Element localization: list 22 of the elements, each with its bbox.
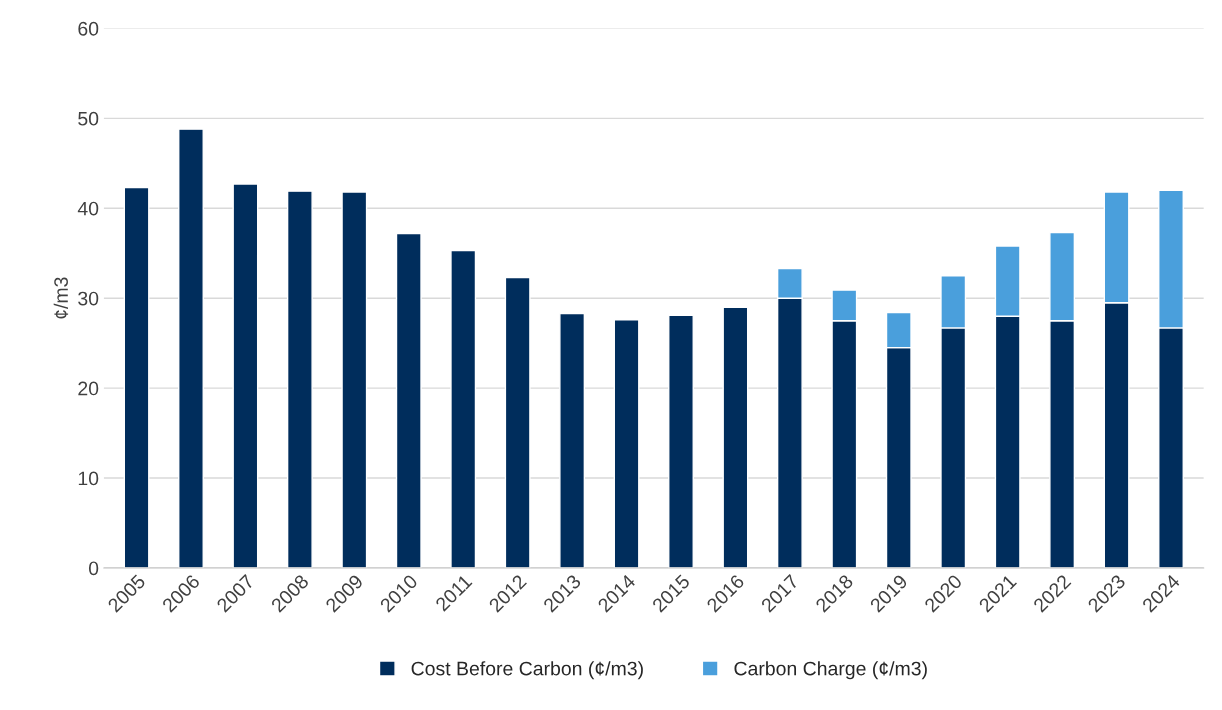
bar — [668, 314, 694, 568]
y-tick-label: 60 — [78, 21, 99, 36]
bar — [613, 319, 640, 568]
y-tick-label: 30 — [78, 291, 99, 306]
bar — [395, 232, 422, 568]
bar — [123, 186, 150, 568]
bar — [178, 128, 204, 568]
bar — [232, 183, 259, 568]
y-tick-label: 10 — [78, 471, 99, 486]
bar — [341, 191, 368, 568]
y-tick-label: 40 — [77, 201, 99, 216]
y-tick-label: 0 — [88, 561, 99, 576]
y-tick-label: 20 — [78, 381, 99, 396]
bar — [286, 190, 313, 568]
y-axis-title: ¢/m3 — [53, 277, 69, 319]
bar — [722, 306, 749, 568]
legend-label: Cost Before Carbon (¢/m3) — [411, 661, 643, 680]
bar — [559, 312, 586, 568]
bar — [504, 276, 531, 568]
y-tick-label: 50 — [78, 111, 99, 126]
legend-label: Carbon Charge (¢/m3) — [734, 661, 927, 680]
bar — [450, 249, 477, 568]
